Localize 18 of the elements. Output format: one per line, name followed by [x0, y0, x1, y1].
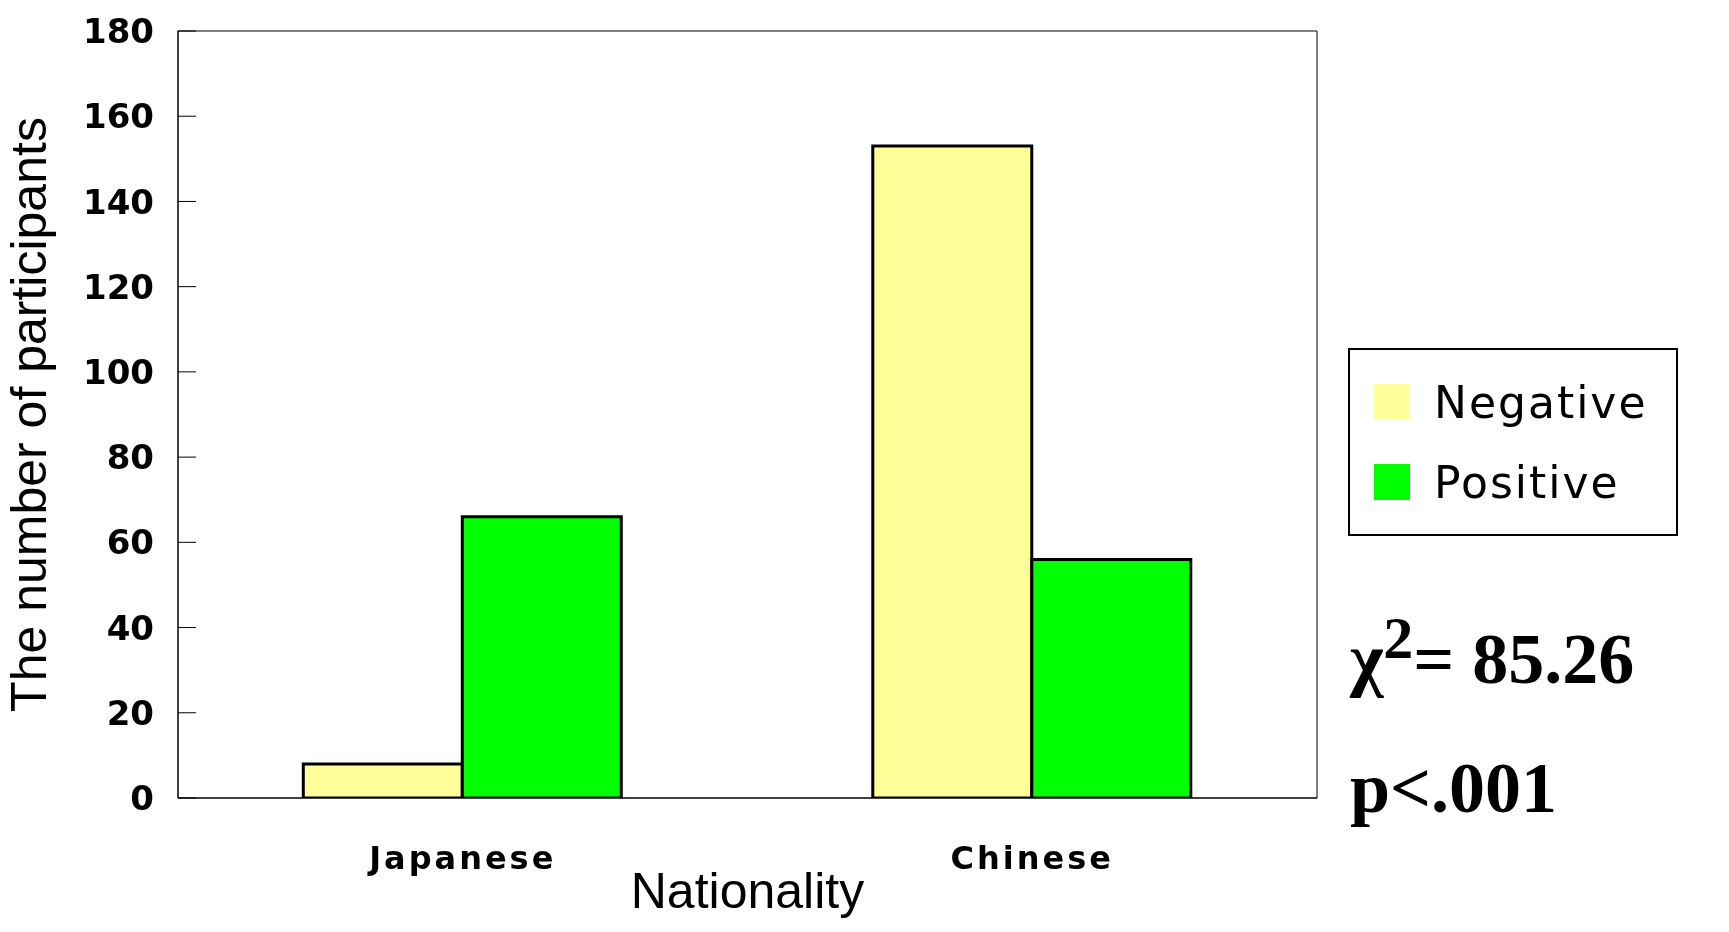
y-tick-label: 120 — [83, 266, 154, 307]
y-tick-label: 60 — [106, 522, 154, 563]
y-tick-label: 20 — [106, 692, 154, 733]
y-tick-label: 100 — [83, 351, 154, 392]
x-tick-label: Japanese — [367, 838, 557, 877]
x-tick-label: Chinese — [950, 838, 1114, 877]
y-tick-label: 0 — [130, 778, 154, 819]
legend-label: Negative — [1434, 376, 1648, 428]
x-axis-title: Nationality — [630, 863, 865, 919]
y-axis-title: The number of participants — [0, 117, 57, 712]
text: p<.001 — [1350, 747, 1559, 830]
y-tick-label: 40 — [106, 607, 154, 648]
y-tick-label: 140 — [83, 181, 154, 222]
y-tick-label: 80 — [106, 437, 154, 478]
y-tick-label: 160 — [83, 96, 154, 137]
legend-label: Positive — [1434, 456, 1620, 508]
text: χ$^{2}$= 85.26 — [1350, 604, 1635, 701]
y-tick-label: 180 — [83, 11, 154, 52]
